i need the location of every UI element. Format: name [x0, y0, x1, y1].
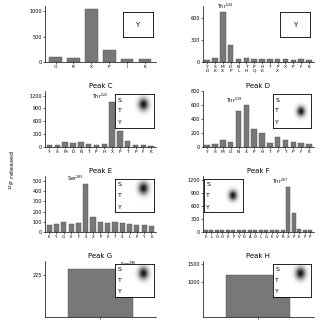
Bar [61, 222, 66, 232]
Title: Peak D: Peak D [246, 84, 270, 90]
Bar [125, 141, 131, 147]
Bar [139, 59, 151, 62]
Bar [127, 224, 132, 232]
Text: Thr$^{267}$: Thr$^{267}$ [272, 177, 288, 186]
Bar [149, 226, 154, 232]
Bar [237, 230, 241, 232]
Bar [140, 145, 146, 147]
Title: Peak F: Peak F [247, 168, 269, 174]
Title: Peak C: Peak C [89, 84, 112, 90]
Bar [68, 269, 133, 317]
Bar [121, 59, 133, 62]
Bar [236, 111, 241, 147]
Bar [94, 145, 99, 147]
Bar [204, 145, 210, 147]
Bar [142, 225, 147, 232]
Bar [220, 12, 226, 62]
Text: Ser$^{396}$: Ser$^{396}$ [120, 260, 136, 269]
Bar [244, 105, 249, 147]
Bar [204, 230, 208, 232]
Bar [215, 229, 219, 232]
Bar [267, 59, 273, 62]
Bar [103, 50, 116, 62]
Bar [105, 223, 110, 232]
Bar [252, 129, 257, 147]
Bar [62, 141, 68, 147]
Bar [297, 229, 301, 232]
Bar [228, 141, 233, 147]
Bar [148, 146, 154, 147]
Bar [236, 59, 241, 62]
Bar [109, 102, 115, 147]
Bar [76, 223, 81, 232]
Bar [91, 217, 96, 232]
Bar [220, 230, 224, 232]
Bar [134, 225, 140, 232]
Bar [83, 184, 88, 232]
Bar [212, 144, 218, 147]
Title: Peak E: Peak E [89, 168, 112, 174]
Bar [133, 145, 138, 147]
Bar [286, 187, 290, 232]
Text: Thr$^{522}$: Thr$^{522}$ [92, 92, 108, 101]
Bar [226, 275, 291, 317]
Text: Thr$^{524}$: Thr$^{524}$ [217, 2, 233, 11]
Bar [120, 223, 125, 232]
Bar [54, 224, 59, 232]
Bar [276, 230, 279, 232]
Bar [270, 230, 274, 232]
Title: Peak G: Peak G [88, 253, 112, 259]
Title: Peak H: Peak H [246, 253, 270, 259]
Bar [291, 142, 296, 147]
Bar [70, 143, 76, 147]
Bar [283, 60, 288, 62]
Bar [259, 59, 265, 62]
Bar [298, 60, 304, 62]
Bar [275, 59, 280, 62]
Bar [252, 59, 257, 62]
Bar [253, 230, 257, 232]
Bar [49, 57, 62, 62]
Bar [112, 222, 117, 232]
Bar [275, 137, 280, 147]
Bar [55, 145, 60, 147]
Bar [298, 143, 304, 147]
Bar [220, 140, 226, 147]
Bar [228, 45, 233, 62]
Bar [98, 222, 103, 232]
Bar [231, 230, 235, 232]
Bar [78, 142, 84, 147]
Bar [212, 58, 218, 62]
Bar [204, 60, 210, 62]
Bar [248, 230, 252, 232]
Bar [306, 144, 312, 147]
Bar [264, 230, 268, 232]
Text: Ser$^{283}$: Ser$^{283}$ [67, 174, 83, 183]
Bar [283, 140, 288, 147]
Bar [47, 225, 52, 232]
Bar [242, 230, 246, 232]
Bar [244, 58, 249, 62]
Bar [85, 9, 98, 62]
Bar [308, 230, 312, 232]
Bar [267, 142, 273, 147]
Bar [117, 131, 123, 147]
Bar [292, 213, 296, 232]
Bar [101, 144, 107, 147]
Bar [47, 145, 52, 147]
Bar [259, 230, 263, 232]
Text: $^{32}$P released: $^{32}$P released [8, 150, 17, 189]
Text: Ser$^{455}$: Ser$^{455}$ [278, 265, 294, 274]
Bar [306, 60, 312, 62]
Bar [68, 224, 74, 232]
Bar [67, 58, 80, 62]
Text: Thr$^{519}$: Thr$^{519}$ [226, 95, 243, 105]
Bar [209, 230, 213, 232]
Bar [86, 144, 91, 147]
Bar [226, 230, 230, 232]
Bar [259, 133, 265, 147]
Bar [291, 60, 296, 62]
Bar [281, 230, 285, 232]
Bar [303, 230, 307, 232]
